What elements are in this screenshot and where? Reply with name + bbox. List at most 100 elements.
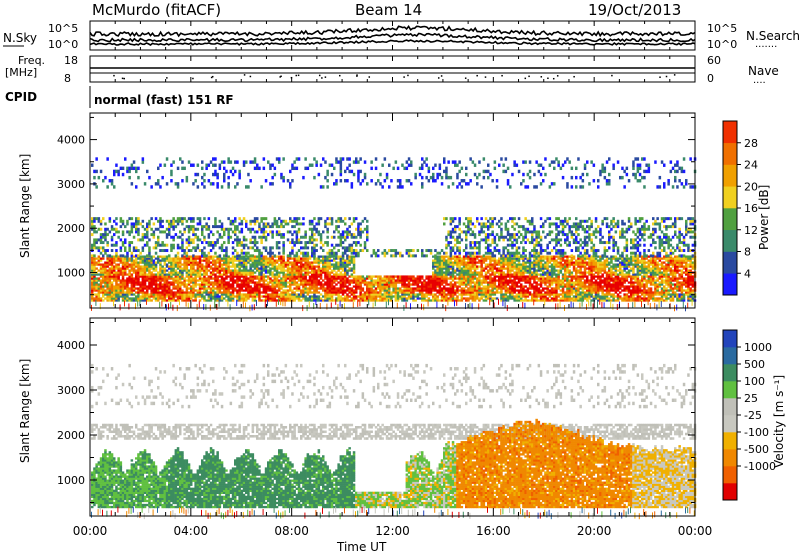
power-cell <box>355 235 358 239</box>
power-cell <box>231 285 235 288</box>
power-cell <box>284 281 288 284</box>
power-cell <box>117 257 120 260</box>
power-cell <box>117 263 120 266</box>
power-cell <box>385 285 389 288</box>
power-cell <box>192 269 195 272</box>
power-cell <box>141 233 145 237</box>
power-cell <box>295 269 299 272</box>
power-cell <box>262 261 266 264</box>
power-cell <box>460 185 464 189</box>
power-cell <box>462 263 466 266</box>
power-cell <box>174 275 178 278</box>
power-cell <box>291 238 294 242</box>
nave-dot <box>665 75 668 78</box>
power-cell <box>434 283 437 286</box>
power-cell <box>115 230 118 234</box>
power-cell <box>282 263 285 266</box>
power-cell <box>286 285 290 288</box>
power-cell <box>405 291 409 294</box>
power-cell <box>108 179 112 183</box>
power-cell <box>91 299 94 302</box>
power-cell <box>126 267 129 270</box>
power-cell <box>355 287 358 290</box>
power-cell <box>346 254 349 258</box>
power-cell <box>487 163 490 167</box>
power-cell <box>225 254 228 258</box>
power-cell <box>484 273 488 276</box>
power-cell <box>447 283 450 286</box>
power-cell <box>258 277 261 280</box>
power-cell <box>480 217 483 221</box>
power-cell <box>476 289 479 292</box>
power-cell <box>361 297 365 300</box>
power-cell <box>443 160 446 164</box>
power-cell <box>350 249 354 253</box>
power-cell <box>192 291 195 294</box>
power-cell <box>348 279 351 282</box>
power-cell <box>181 283 184 286</box>
power-cell <box>337 217 340 221</box>
power-cell <box>302 175 305 180</box>
power-cell <box>201 283 204 286</box>
power-cell <box>172 285 175 288</box>
power-cell <box>256 265 259 268</box>
power-cell <box>473 241 477 245</box>
power-cell <box>102 277 105 280</box>
power-cell <box>278 293 281 296</box>
power-cell <box>473 243 477 247</box>
power-cell <box>242 283 246 286</box>
power-cell <box>335 275 338 278</box>
power-cell <box>374 295 378 298</box>
power-cell <box>467 297 470 300</box>
power-cell <box>311 299 314 302</box>
power-cell <box>97 273 101 276</box>
power-cell <box>148 261 151 264</box>
power-cell <box>231 255 235 258</box>
power-cell <box>115 281 118 284</box>
power-cell <box>207 255 211 258</box>
power-cell <box>220 185 224 189</box>
power-cell <box>212 281 215 284</box>
power-cell <box>350 279 354 282</box>
power-cell <box>306 166 310 171</box>
power-cell <box>429 289 433 292</box>
power-cell <box>172 263 175 266</box>
power-cell <box>476 281 479 284</box>
power-cell <box>476 217 479 221</box>
power-cell <box>410 279 413 282</box>
power-cell <box>154 281 158 284</box>
power-cell <box>315 163 318 167</box>
power-cell <box>399 179 402 183</box>
power-cell <box>214 261 217 264</box>
power-cell <box>128 293 131 296</box>
power-cell <box>471 293 475 296</box>
power-cell <box>192 257 195 260</box>
power-cell <box>104 291 107 294</box>
power-cell <box>359 285 362 288</box>
power-cell <box>185 273 189 276</box>
nave-dot <box>484 76 487 78</box>
power-cell <box>227 227 230 231</box>
power-cell <box>317 299 321 302</box>
power-cell <box>300 283 303 286</box>
power-cell <box>295 295 299 298</box>
power-cell <box>361 230 365 234</box>
power-cell <box>242 267 246 270</box>
power-cell <box>425 277 428 280</box>
power-cell <box>399 277 402 280</box>
power-cell <box>478 233 481 237</box>
power-cell <box>482 285 486 288</box>
power-cell <box>253 263 257 266</box>
power-cell <box>291 179 294 183</box>
power-cell <box>366 293 369 296</box>
power-cell <box>355 289 358 292</box>
power-cell <box>236 291 239 294</box>
power-cell <box>181 219 184 223</box>
power-cell <box>416 289 420 292</box>
power-cell <box>489 281 492 284</box>
power-cell <box>462 267 466 270</box>
power-cell <box>157 295 160 298</box>
power-cell <box>176 267 180 270</box>
power-cell <box>293 241 296 245</box>
power-cell <box>480 259 483 262</box>
